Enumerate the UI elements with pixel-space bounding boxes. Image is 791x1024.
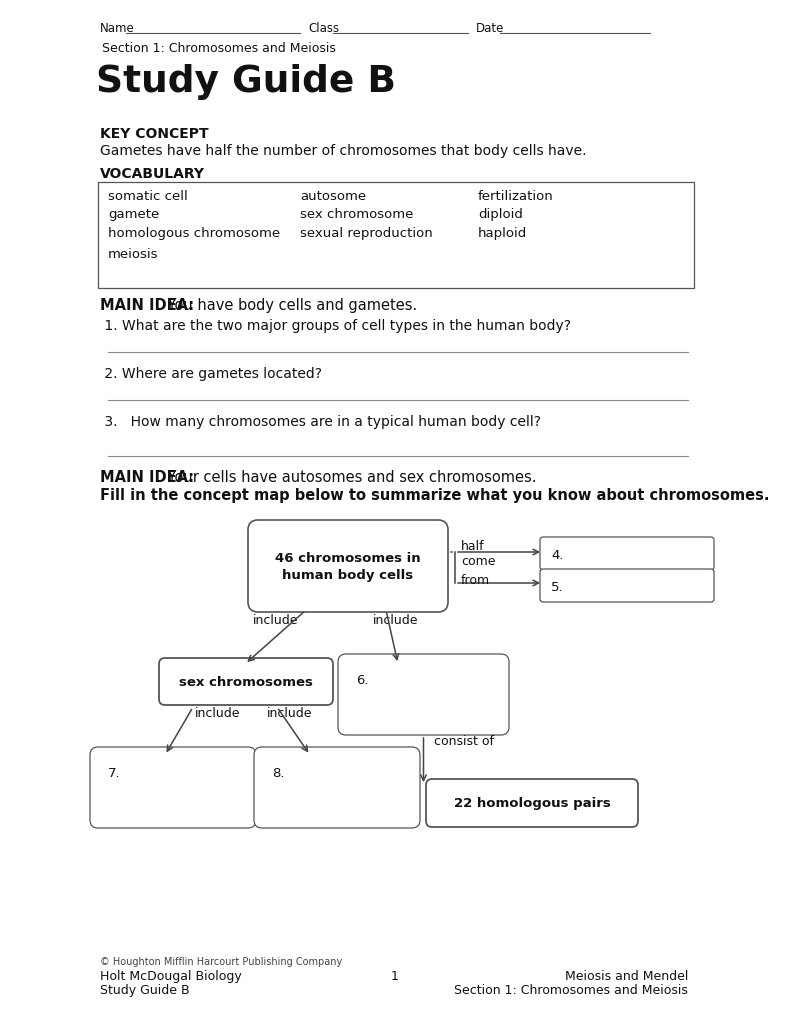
Text: include: include: [373, 614, 418, 627]
FancyBboxPatch shape: [159, 658, 333, 705]
Text: 6.: 6.: [356, 674, 369, 687]
FancyBboxPatch shape: [248, 520, 448, 612]
Text: Class: Class: [308, 22, 339, 35]
Text: Your cells have autosomes and sex chromosomes.: Your cells have autosomes and sex chromo…: [163, 470, 536, 485]
Text: 7.: 7.: [108, 767, 120, 780]
Text: Section 1: Chromosomes and Meiosis: Section 1: Chromosomes and Meiosis: [102, 42, 336, 55]
Text: haploid: haploid: [478, 227, 528, 240]
Text: include: include: [267, 707, 312, 720]
Text: 46 chromosomes in: 46 chromosomes in: [275, 552, 421, 564]
Text: sex chromosomes: sex chromosomes: [179, 676, 313, 689]
Text: VOCABULARY: VOCABULARY: [100, 167, 205, 181]
Text: somatic cell: somatic cell: [108, 190, 187, 203]
Text: Name: Name: [100, 22, 134, 35]
Text: sexual reproduction: sexual reproduction: [300, 227, 433, 240]
FancyBboxPatch shape: [338, 654, 509, 735]
FancyBboxPatch shape: [540, 569, 714, 602]
Text: half: half: [461, 540, 485, 553]
Text: autosome: autosome: [300, 190, 366, 203]
Text: diploid: diploid: [478, 208, 523, 221]
Text: Holt McDougal Biology: Holt McDougal Biology: [100, 970, 242, 983]
Text: come: come: [461, 555, 495, 568]
Text: 4.: 4.: [551, 549, 563, 562]
FancyBboxPatch shape: [90, 746, 256, 828]
Text: Date: Date: [476, 22, 505, 35]
Text: KEY CONCEPT: KEY CONCEPT: [100, 127, 209, 141]
Text: You have body cells and gametes.: You have body cells and gametes.: [163, 298, 417, 313]
Text: Study Guide B: Study Guide B: [100, 984, 190, 997]
Text: 1. What are the two major groups of cell types in the human body?: 1. What are the two major groups of cell…: [100, 319, 571, 333]
FancyBboxPatch shape: [540, 537, 714, 570]
Text: fertilization: fertilization: [478, 190, 554, 203]
Text: MAIN IDEA:: MAIN IDEA:: [100, 470, 194, 485]
Text: 22 homologous pairs: 22 homologous pairs: [453, 798, 611, 811]
Text: include: include: [253, 614, 299, 627]
FancyBboxPatch shape: [254, 746, 420, 828]
Text: Gametes have half the number of chromosomes that body cells have.: Gametes have half the number of chromoso…: [100, 144, 586, 158]
Text: 2. Where are gametes located?: 2. Where are gametes located?: [100, 367, 322, 381]
Text: human body cells: human body cells: [282, 568, 414, 582]
Text: 1: 1: [391, 970, 399, 983]
Text: from: from: [461, 574, 490, 587]
Text: 8.: 8.: [272, 767, 285, 780]
FancyBboxPatch shape: [426, 779, 638, 827]
Text: sex chromosome: sex chromosome: [300, 208, 414, 221]
Text: Fill in the concept map below to summarize what you know about chromosomes.: Fill in the concept map below to summari…: [100, 488, 770, 503]
FancyBboxPatch shape: [98, 182, 694, 288]
Text: meiosis: meiosis: [108, 248, 158, 261]
Text: 3.   How many chromosomes are in a typical human body cell?: 3. How many chromosomes are in a typical…: [100, 415, 541, 429]
Text: 5.: 5.: [551, 581, 564, 594]
Text: consist of: consist of: [433, 735, 494, 748]
Text: Study Guide B: Study Guide B: [96, 63, 396, 100]
Text: Meiosis and Mendel: Meiosis and Mendel: [565, 970, 688, 983]
Text: homologous chromosome: homologous chromosome: [108, 227, 280, 240]
Text: MAIN IDEA:: MAIN IDEA:: [100, 298, 194, 313]
Text: © Houghton Mifflin Harcourt Publishing Company: © Houghton Mifflin Harcourt Publishing C…: [100, 957, 343, 967]
Text: gamete: gamete: [108, 208, 159, 221]
Text: Section 1: Chromosomes and Meiosis: Section 1: Chromosomes and Meiosis: [454, 984, 688, 997]
Text: include: include: [195, 707, 240, 720]
